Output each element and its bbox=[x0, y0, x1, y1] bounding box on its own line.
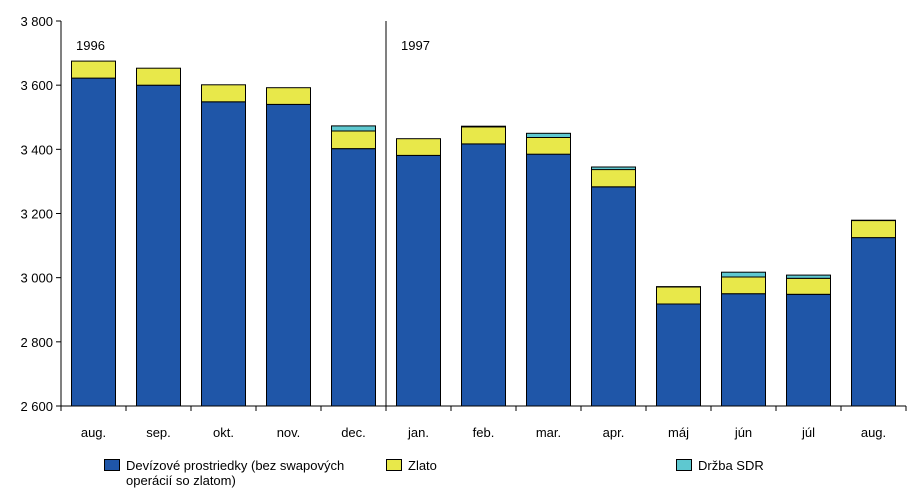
y-tick-label: 3 800 bbox=[20, 14, 53, 29]
bar-segment-1-3 bbox=[266, 87, 311, 105]
year-label: 1996 bbox=[76, 38, 105, 53]
bar-segment-1-8 bbox=[591, 169, 636, 188]
bar-segment-1-10 bbox=[721, 276, 766, 295]
legend-item-devizove: Devízové prostriedky (bez swapových oper… bbox=[104, 458, 394, 488]
legend-swatch-sdr bbox=[676, 459, 692, 471]
x-tick-label: dec. bbox=[341, 425, 366, 440]
bar-segment-1-5 bbox=[396, 138, 441, 156]
y-tick-label: 3 400 bbox=[20, 142, 53, 157]
x-tick-label: máj bbox=[668, 425, 689, 440]
bar-segment-1-4 bbox=[331, 130, 376, 150]
x-tick-label: okt. bbox=[213, 425, 234, 440]
x-tick-label: júl bbox=[801, 425, 815, 440]
bar-segment-0-3 bbox=[266, 103, 311, 407]
labels-layer: 2 600 2 800 3 000 3 200 3 400 3 600 3 800 aug. s… bbox=[20, 14, 886, 440]
legend-swatch-zlato bbox=[386, 459, 402, 471]
bar-segment-1-1 bbox=[136, 67, 181, 86]
x-tick-label: aug. bbox=[81, 425, 106, 440]
bar-segment-1-2 bbox=[201, 84, 246, 103]
x-tick-label: jún bbox=[734, 425, 752, 440]
y-tick-label: 3 600 bbox=[20, 78, 53, 93]
bar-segment-2-8 bbox=[591, 166, 636, 171]
bar-segment-0-8 bbox=[591, 186, 636, 407]
bar-segment-1-12 bbox=[851, 220, 896, 239]
legend-item-sdr: Držba SDR bbox=[676, 458, 826, 473]
legend-item-zlato: Zlato bbox=[386, 458, 506, 473]
bar-segment-2-4 bbox=[331, 125, 376, 132]
bar-segment-0-10 bbox=[721, 293, 766, 407]
bar-segment-1-0 bbox=[71, 60, 116, 79]
axes-layer bbox=[56, 20, 907, 411]
x-tick-label: aug. bbox=[861, 425, 886, 440]
bar-segment-1-11 bbox=[786, 277, 831, 295]
x-tick-label: apr. bbox=[603, 425, 625, 440]
x-tick-label: jan. bbox=[407, 425, 429, 440]
bar-segment-0-6 bbox=[461, 143, 506, 407]
bar-segment-0-7 bbox=[526, 153, 571, 407]
bar-segment-0-4 bbox=[331, 148, 376, 407]
y-tick-label: 3 000 bbox=[20, 271, 53, 286]
bar-segment-0-5 bbox=[396, 154, 441, 407]
bar-segment-0-9 bbox=[656, 303, 701, 407]
bar-segment-2-7 bbox=[526, 132, 571, 139]
bar-segment-2-10 bbox=[721, 271, 766, 278]
bar-segment-0-1 bbox=[136, 84, 181, 407]
legend-label-zlato: Zlato bbox=[408, 458, 437, 473]
y-tick-label: 3 200 bbox=[20, 207, 53, 222]
bars-layer bbox=[71, 60, 896, 407]
x-tick-label: feb. bbox=[473, 425, 495, 440]
x-tick-label: sep. bbox=[146, 425, 171, 440]
x-tick-label: nov. bbox=[277, 425, 301, 440]
bar-segment-2-6 bbox=[461, 125, 506, 128]
bar-segment-1-9 bbox=[656, 286, 701, 305]
bar-segment-0-12 bbox=[851, 237, 896, 407]
year-label: 1997 bbox=[401, 38, 430, 53]
bar-segment-0-11 bbox=[786, 293, 831, 407]
legend-label-devizove: Devízové prostriedky (bez swapových oper… bbox=[126, 458, 345, 488]
y-tick-label: 2 800 bbox=[20, 335, 53, 350]
y-tick-label: 2 600 bbox=[20, 399, 53, 414]
bar-segment-0-0 bbox=[71, 77, 116, 407]
x-tick-label: mar. bbox=[536, 425, 561, 440]
bar-segment-1-6 bbox=[461, 126, 506, 145]
legend-label-sdr: Držba SDR bbox=[698, 458, 764, 473]
legend-swatch-devizove bbox=[104, 459, 120, 471]
bar-segment-1-7 bbox=[526, 137, 571, 155]
bar-segment-0-2 bbox=[201, 101, 246, 407]
bar-segment-2-11 bbox=[786, 274, 831, 279]
